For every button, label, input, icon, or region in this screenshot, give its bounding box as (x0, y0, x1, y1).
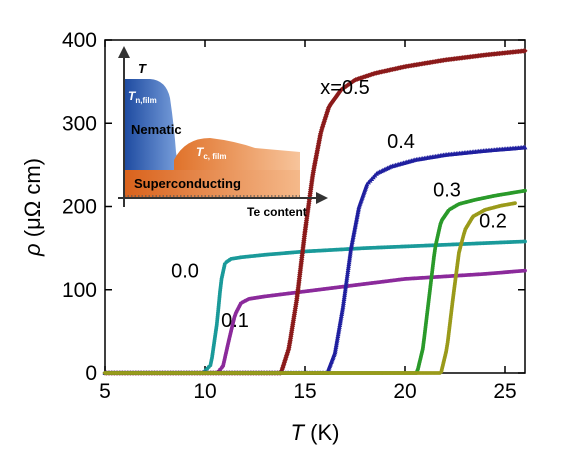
series-labels: 0.0 0.1 x=0.5 0.4 0.3 0.2 (171, 77, 507, 332)
data-point (345, 82, 351, 88)
series-label: 0.1 (221, 310, 249, 332)
data-point (523, 268, 527, 273)
data-point (349, 79, 356, 85)
series-0.2 (103, 201, 517, 375)
data-point (522, 144, 528, 150)
inset-phase-diagram: T Tn,film Nematic Tc, film Superconducti… (118, 46, 328, 219)
inset-nematic-region (124, 79, 179, 172)
series-label: 0.0 (171, 260, 199, 282)
series-label: 0.4 (387, 131, 415, 153)
plot-frame (104, 39, 526, 374)
series-label: 0.3 (433, 180, 461, 202)
y-tick-label: 200 (62, 196, 97, 219)
series-label: x=0.5 (320, 77, 369, 99)
inset-superconducting-region (124, 170, 300, 198)
data-point (523, 239, 527, 244)
data-point (341, 84, 348, 91)
y-axis-label: ρ (μΩ cm) (20, 158, 45, 257)
series-0.0 (103, 239, 527, 375)
data-point (337, 89, 343, 95)
inset-superconducting-label: Superconducting (134, 176, 241, 191)
inset-x-arrow-icon (316, 192, 328, 204)
axis-ticks: 5 10 15 20 25 0 100 200 300 400 (62, 29, 525, 403)
data-point (348, 80, 354, 86)
x-tick-label: 15 (293, 380, 316, 403)
x-tick-label: 20 (393, 380, 416, 403)
data-point (513, 201, 517, 206)
inset-y-arrow-icon (118, 46, 130, 58)
y-tick-label: 100 (62, 279, 97, 302)
series-0.1 (103, 268, 527, 375)
inset-tn-label: Tn,film (128, 89, 157, 105)
series-layer (102, 48, 528, 376)
series-0.3 (103, 188, 527, 375)
data-point (523, 188, 527, 193)
inset-t-label: T (138, 61, 147, 76)
series-label: 0.2 (479, 210, 507, 232)
y-tick-label: 300 (62, 112, 97, 135)
data-point (522, 48, 528, 54)
x-axis-label: T (K) (291, 420, 340, 445)
y-tick-label: 400 (62, 29, 97, 52)
inset-tc-label: Tc, film (196, 145, 226, 161)
inset-tc-region (174, 138, 300, 172)
x-tick-label: 25 (493, 380, 516, 403)
inset-nematic-label: Nematic (131, 122, 182, 137)
y-tick-label: 0 (85, 362, 97, 385)
x-tick-label: 5 (99, 380, 111, 403)
x-tick-label: 10 (193, 380, 216, 403)
inset-x-label: Te content (247, 205, 307, 219)
